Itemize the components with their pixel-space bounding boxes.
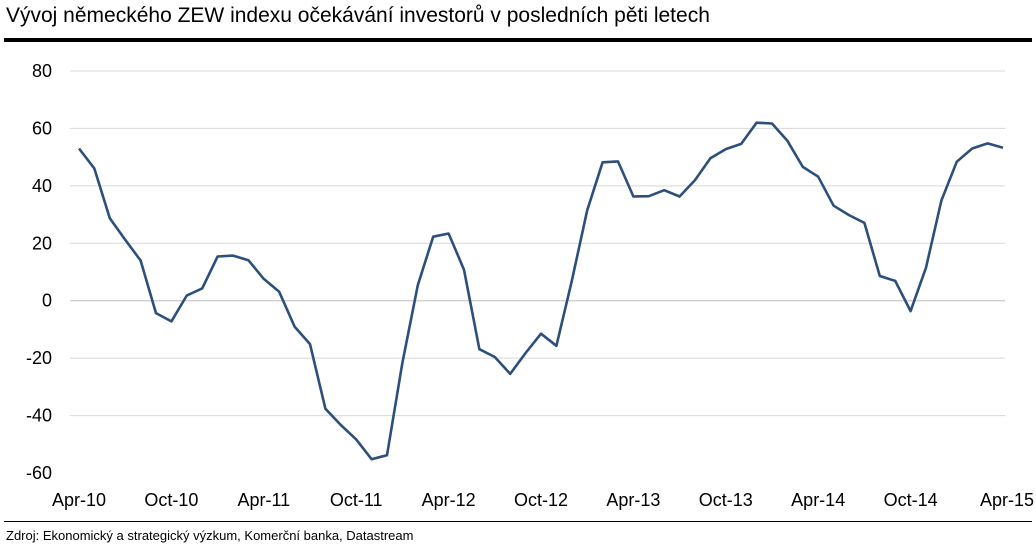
series-line [77, 121, 1004, 461]
x-tick-label: Oct-11 [330, 490, 383, 510]
y-tick-label: -60 [26, 463, 52, 483]
y-tick-label: 40 [32, 176, 52, 196]
y-tick-label: 60 [32, 118, 52, 138]
source-divider [4, 521, 1032, 522]
x-tick-label: Apr-10 [52, 490, 106, 510]
title-divider [4, 38, 1032, 42]
x-tick-label: Oct-13 [699, 490, 753, 510]
y-tick-label: 20 [32, 233, 52, 253]
x-axis-tick-labels: Apr-10 Oct-10 Apr-11 Oct-11 Apr-12 Oct-12 Apr-… [52, 490, 1034, 510]
grid-lines [70, 70, 1005, 417]
x-tick-label: Apr-12 [422, 490, 476, 510]
y-axis-tick-labels: 80 60 40 20 0 -20 -40 -60 [26, 61, 52, 483]
x-tick-label: Apr-15 [980, 490, 1034, 510]
x-tick-label: Apr-14 [791, 490, 845, 510]
zew-line-chart: 80 60 40 20 0 -20 -40 -60 Apr-10 Oct-10 Apr-11 Oct… [26, 61, 1034, 510]
x-tick-label: Oct-10 [144, 490, 198, 510]
chart-title: Vývoj německého ZEW indexu očekávání inv… [6, 4, 710, 27]
y-tick-label: 80 [32, 61, 52, 81]
y-tick-label: -20 [26, 348, 52, 368]
source-note: Zdroj: Ekonomický a strategický výzkum, … [6, 528, 414, 543]
y-tick-label: 0 [42, 291, 52, 311]
x-tick-label: Apr-11 [237, 490, 290, 510]
x-tick-label: Oct-12 [514, 490, 568, 510]
x-tick-label: Apr-13 [606, 490, 660, 510]
x-tick-label: Oct-14 [884, 490, 938, 510]
y-tick-label: -40 [26, 406, 52, 426]
series-zew [77, 121, 1004, 461]
